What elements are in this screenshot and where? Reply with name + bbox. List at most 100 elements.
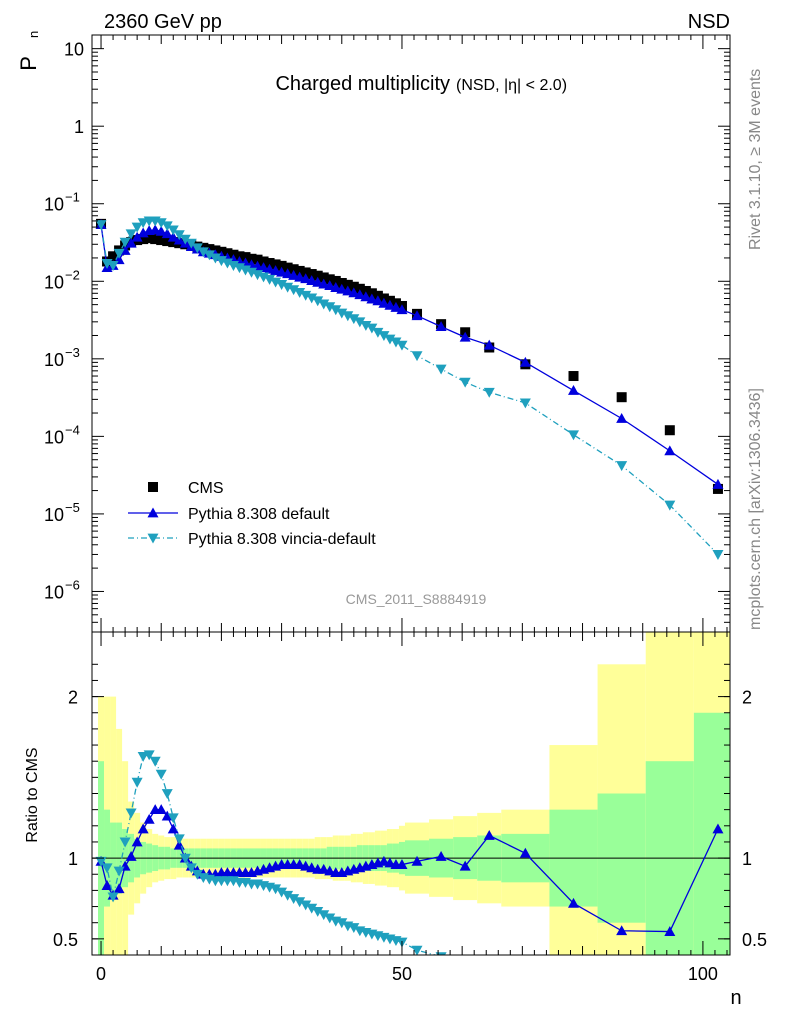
rivet-version-label: Rivet 3.1.10, ≥ 3M events <box>747 69 764 250</box>
data-point-default <box>616 412 628 423</box>
data-point-cms <box>144 233 155 244</box>
data-point-default <box>282 268 294 279</box>
data-point-cms <box>300 267 311 278</box>
data-point-vincia <box>336 308 348 319</box>
data-point-vincia <box>264 274 276 285</box>
ratio-y-tick-label: 1 <box>68 849 78 869</box>
ratio-point-vincia <box>131 777 143 788</box>
ratio-point-default <box>294 859 306 869</box>
y-tick-exponent: −1 <box>65 190 80 205</box>
ratio-axis-label: Ratio to CMS <box>24 747 41 842</box>
data-point-vincia <box>197 247 209 258</box>
ratio-point-vincia <box>101 863 113 874</box>
data-point-vincia <box>191 243 203 254</box>
data-point-vincia <box>155 218 167 229</box>
data-point-vincia <box>209 253 221 264</box>
ratio-point-default <box>568 897 580 908</box>
data-point-vincia <box>107 261 119 271</box>
data-point-vincia <box>616 461 628 472</box>
analysis-id: CMS_2011_S8884919 <box>346 591 487 607</box>
data-point-vincia <box>318 299 330 310</box>
data-point-default <box>167 231 179 242</box>
energy-label: 2360 GeV pp <box>104 11 222 33</box>
ratio-point-default <box>435 850 447 861</box>
legend-label: Pythia 8.308 default <box>188 506 330 523</box>
series-line-1 <box>100 224 719 485</box>
data-point-cms <box>342 279 353 290</box>
data-point-default <box>300 273 312 284</box>
data-point-cms <box>156 235 167 246</box>
y-tick-label: 10 <box>44 195 64 215</box>
data-point-cms <box>360 285 371 296</box>
y-tick-exponent: −6 <box>65 577 80 592</box>
ratio-point-vincia <box>306 903 318 914</box>
ratio-y-tick-label-right: 0.5 <box>742 930 767 950</box>
data-point-cms <box>324 274 335 285</box>
y-tick-exponent: −5 <box>65 500 80 515</box>
ratio-point-vincia <box>300 900 312 911</box>
ratio-point-vincia <box>149 756 161 767</box>
data-point-cms <box>712 483 723 494</box>
data-point-vincia <box>664 500 676 511</box>
data-point-default <box>288 269 300 280</box>
band-inner <box>693 712 730 955</box>
data-point-vincia <box>137 218 149 229</box>
ratio-y-tick-label: 0.5 <box>53 930 78 950</box>
ratio-point-vincia <box>167 813 179 824</box>
data-point-default <box>483 339 495 350</box>
data-point-default <box>125 237 137 248</box>
data-point-vincia <box>568 430 580 441</box>
data-point-default <box>712 478 724 489</box>
uncertainty-bands <box>98 632 730 955</box>
data-point-vincia <box>179 234 191 245</box>
ratio-point-vincia <box>411 945 423 955</box>
data-point-cms <box>276 260 287 271</box>
ratio-point-default <box>384 857 396 868</box>
data-point-default <box>161 228 173 239</box>
data-point-vincia <box>712 550 724 560</box>
ratio-point-default <box>396 859 408 869</box>
data-point-cms <box>336 278 347 289</box>
ratio-point-default <box>101 880 113 890</box>
data-point-default <box>366 293 378 304</box>
data-point-default <box>342 285 354 296</box>
data-point-vincia <box>173 230 185 241</box>
y-axis-label: P <box>16 56 41 71</box>
data-point-cms <box>246 253 257 264</box>
ratio-point-default <box>616 925 628 936</box>
y-tick-label: 10 <box>64 40 84 60</box>
ratio-point-vincia <box>161 789 173 799</box>
ratio-point-default <box>378 855 390 866</box>
data-point-cms <box>288 264 299 275</box>
ratio-y-tick-label-right: 2 <box>742 688 752 708</box>
ratio-point-vincia <box>294 897 306 908</box>
data-point-vincia <box>378 331 390 341</box>
ratio-point-vincia <box>119 837 131 848</box>
series-line-2 <box>100 220 719 555</box>
data-point-vincia <box>366 323 378 334</box>
data-point-cms <box>162 236 173 247</box>
data-point-cms <box>168 237 179 248</box>
data-point-vincia <box>125 229 137 240</box>
ratio-point-vincia <box>125 808 137 819</box>
main-panel <box>95 216 724 560</box>
data-point-vincia <box>95 220 107 230</box>
data-point-default <box>396 304 408 315</box>
data-point-cms <box>366 288 377 299</box>
ratio-point-vincia <box>270 884 282 895</box>
y-axis-label-subscript: n <box>26 31 41 38</box>
data-point-vincia <box>161 221 173 232</box>
data-point-vincia <box>411 351 423 362</box>
x-tick-label: 50 <box>392 964 412 984</box>
data-point-cms <box>664 425 675 436</box>
ratio-point-vincia <box>95 856 107 867</box>
data-point-vincia <box>459 377 471 388</box>
data-point-cms <box>270 259 281 270</box>
chart-title: Charged multiplicity <box>275 73 450 95</box>
ratio-point-vincia <box>435 952 447 955</box>
data-point-cms <box>252 254 263 265</box>
y-tick-label: 10 <box>44 272 64 292</box>
ratio-point-default <box>712 823 724 834</box>
ratio-point-vincia <box>348 923 360 934</box>
